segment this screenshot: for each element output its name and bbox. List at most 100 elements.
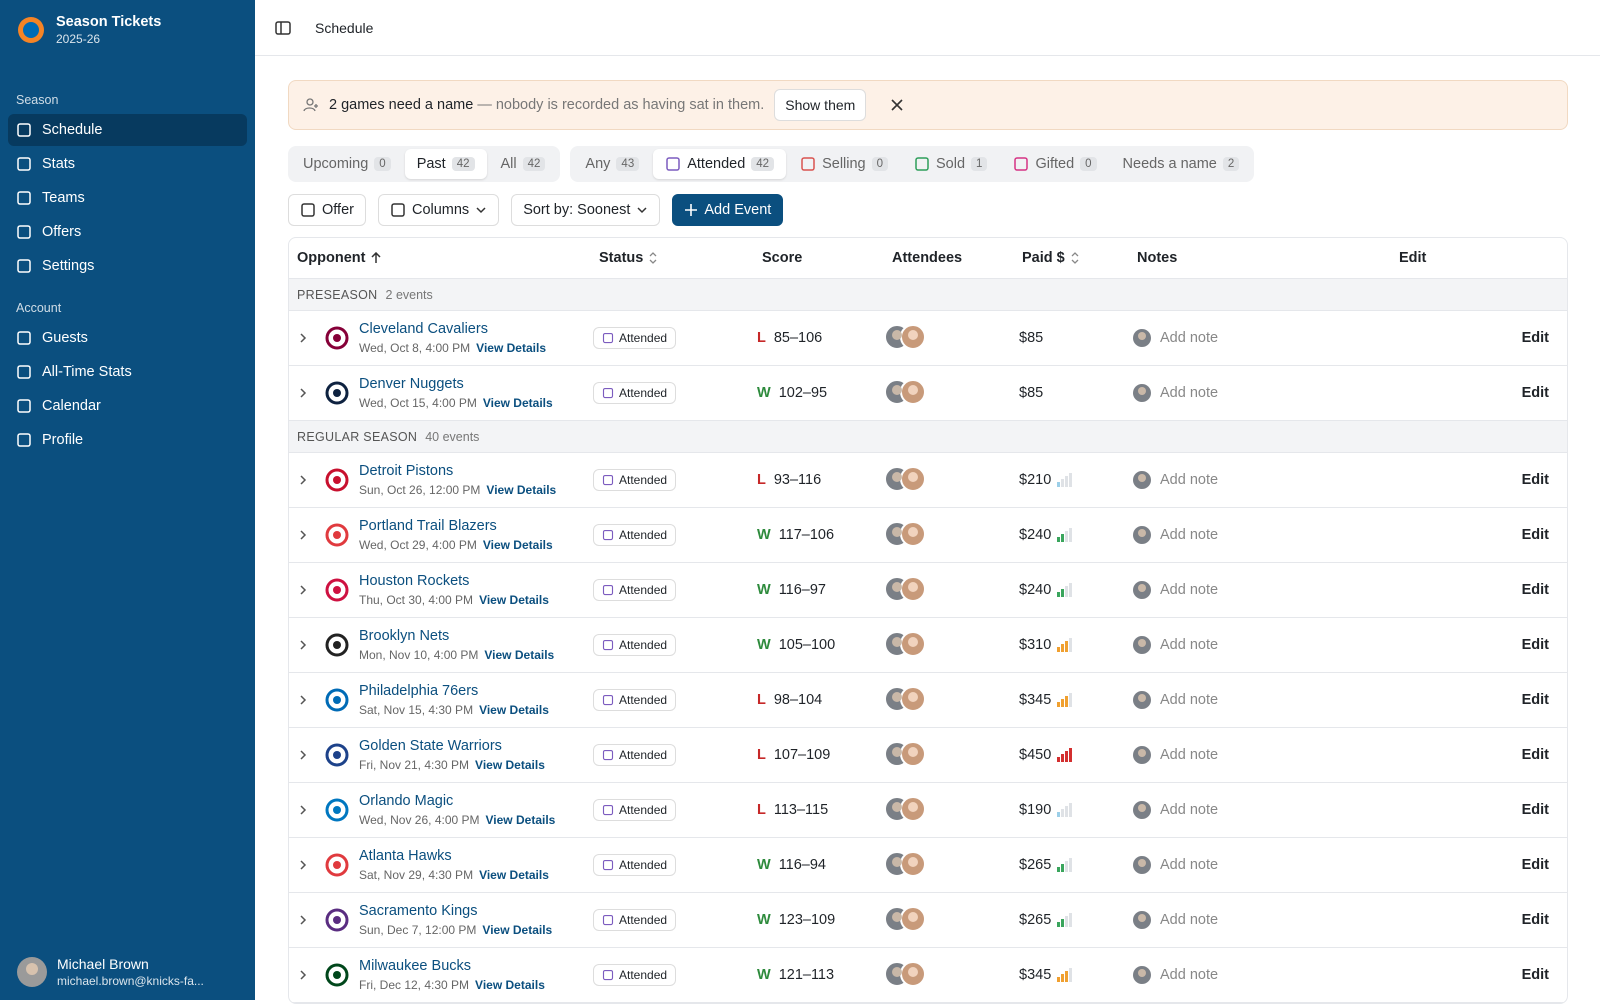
toolbar-button[interactable]: Columns — [377, 194, 500, 226]
toolbar-button[interactable]: Sort by: Soonest — [511, 194, 661, 226]
sidebar-toggle[interactable] — [275, 20, 291, 36]
edit-button[interactable]: Edit — [1521, 472, 1549, 488]
edit-button[interactable]: Edit — [1521, 330, 1549, 346]
team-name[interactable]: Cleveland Cavaliers — [359, 321, 488, 337]
team-name[interactable]: Portland Trail Blazers — [359, 518, 497, 534]
column-header[interactable]: Status — [591, 250, 754, 266]
view-details[interactable]: View Details — [479, 868, 549, 882]
team-name[interactable]: Golden State Warriors — [359, 738, 502, 754]
team-name[interactable]: Orlando Magic — [359, 793, 454, 809]
column-label: Status — [599, 250, 644, 266]
view-details[interactable]: View Details — [482, 538, 553, 552]
add-note[interactable]: Add note — [1160, 472, 1219, 488]
add-note[interactable]: Add note — [1160, 527, 1219, 543]
nav-item[interactable]: Guests — [8, 322, 247, 354]
view-details[interactable]: View Details — [479, 593, 549, 607]
column-header[interactable]: Score — [754, 250, 884, 266]
edit-button[interactable]: Edit — [1521, 692, 1549, 708]
team-name[interactable]: Detroit Pistons — [359, 463, 454, 479]
add-note[interactable]: Add note — [1160, 385, 1219, 401]
nav-item[interactable]: Settings — [8, 250, 247, 282]
filter-tab[interactable]: All 42 — [489, 149, 558, 179]
team-name[interactable]: Milwaukee Bucks — [359, 958, 472, 974]
add-note[interactable]: Add note — [1160, 967, 1219, 983]
expand-toggle[interactable] — [297, 804, 309, 816]
view-details[interactable]: View Details — [475, 758, 545, 772]
edit-button[interactable]: Edit — [1521, 582, 1549, 598]
filter-tab[interactable]: Gifted 0 — [1001, 149, 1108, 179]
nav-item[interactable]: Schedule — [8, 114, 247, 146]
add-note[interactable]: Add note — [1160, 747, 1219, 763]
toolbar-button[interactable]: Add Event — [672, 194, 784, 226]
expand-toggle[interactable] — [297, 387, 309, 399]
edit-button[interactable]: Edit — [1521, 857, 1549, 873]
add-note[interactable]: Add note — [1160, 582, 1219, 598]
filter-tab[interactable]: Upcoming 0 — [291, 149, 403, 179]
team-name[interactable]: Brooklyn Nets — [359, 628, 450, 644]
expand-toggle[interactable] — [297, 969, 309, 981]
expand-toggle[interactable] — [297, 914, 309, 926]
attendee-avatars — [884, 465, 928, 492]
nav-item[interactable]: Stats — [8, 148, 247, 180]
nav-item[interactable]: Offers — [8, 216, 247, 248]
filter-tab[interactable]: Needs a name 2 — [1111, 149, 1252, 179]
user-menu[interactable]: Michael Brown michael.brown@knicks-fa... — [16, 956, 241, 988]
column-header[interactable]: Opponent — [289, 250, 591, 266]
nav-item[interactable]: Teams — [8, 182, 247, 214]
view-details[interactable]: View Details — [482, 923, 553, 937]
team-name[interactable]: Denver Nuggets — [359, 376, 464, 392]
add-note[interactable]: Add note — [1160, 692, 1219, 708]
filter-tab[interactable]: Attended 42 — [653, 149, 787, 179]
view-details[interactable]: View Details — [482, 396, 553, 410]
banner-close[interactable] — [890, 98, 904, 112]
view-details[interactable]: View Details — [476, 341, 546, 355]
expand-toggle[interactable] — [297, 639, 309, 651]
column-header[interactable]: Notes — [1129, 250, 1391, 266]
add-note[interactable]: Add note — [1160, 802, 1219, 818]
edit-button[interactable]: Edit — [1521, 637, 1549, 653]
column-header[interactable]: Edit — [1391, 250, 1567, 266]
org-switcher[interactable]: Season Tickets 2025-26 — [16, 14, 161, 46]
view-details[interactable]: View Details — [479, 703, 549, 717]
edit-button[interactable]: Edit — [1521, 802, 1549, 818]
status-cell: Attended — [591, 909, 754, 931]
filter-tab[interactable]: Sold 1 — [902, 149, 999, 179]
add-note[interactable]: Add note — [1160, 637, 1219, 653]
filter-tab[interactable]: Any 43 — [573, 149, 651, 179]
view-details[interactable]: View Details — [484, 648, 555, 662]
edit-button[interactable]: Edit — [1521, 967, 1549, 983]
team-name[interactable]: Atlanta Hawks — [359, 848, 452, 864]
expand-toggle[interactable] — [297, 332, 309, 344]
expand-toggle[interactable] — [297, 859, 309, 871]
column-header[interactable]: Paid $ — [1014, 250, 1129, 266]
expand-toggle[interactable] — [297, 584, 309, 596]
expand-toggle[interactable] — [297, 749, 309, 761]
expand-toggle[interactable] — [297, 474, 309, 486]
edit-button[interactable]: Edit — [1521, 385, 1549, 401]
team-name[interactable]: Sacramento Kings — [359, 903, 478, 919]
add-note[interactable]: Add note — [1160, 857, 1219, 873]
price-tier — [1057, 693, 1073, 707]
show-them-button[interactable]: Show them — [774, 89, 867, 121]
add-note[interactable]: Add note — [1160, 912, 1219, 928]
filter-tab[interactable]: Past 42 — [404, 149, 487, 179]
nav-item[interactable]: Profile — [8, 424, 247, 456]
column-header[interactable]: Attendees — [884, 250, 1014, 266]
edit-button[interactable]: Edit — [1521, 527, 1549, 543]
edit-button[interactable]: Edit — [1521, 912, 1549, 928]
view-details[interactable]: View Details — [475, 978, 545, 992]
toolbar-button[interactable]: Offer — [288, 194, 366, 226]
team-name[interactable]: Philadelphia 76ers — [359, 683, 479, 699]
expand-toggle[interactable] — [297, 529, 309, 541]
expand-toggle[interactable] — [297, 694, 309, 706]
edit-button[interactable]: Edit — [1521, 747, 1549, 763]
view-details[interactable]: View Details — [486, 483, 557, 497]
view-details[interactable]: View Details — [485, 813, 556, 827]
notes-cell: Add note — [1129, 328, 1391, 348]
nav-item[interactable]: All-Time Stats — [8, 356, 247, 388]
add-note[interactable]: Add note — [1160, 330, 1219, 346]
score-cell: W 116–97 — [754, 582, 884, 598]
team-name[interactable]: Houston Rockets — [359, 573, 470, 589]
nav-item[interactable]: Calendar — [8, 390, 247, 422]
filter-tab[interactable]: Selling 0 — [788, 149, 900, 179]
